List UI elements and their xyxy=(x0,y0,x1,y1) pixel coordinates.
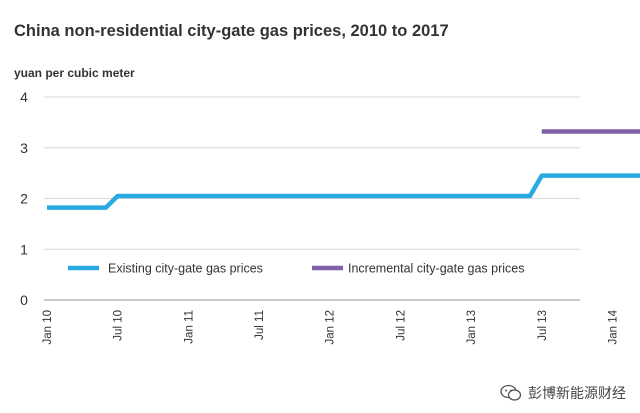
series-line-2 xyxy=(541,129,640,134)
series-line-1 xyxy=(47,173,640,210)
y-axis-label: yuan per cubic meter xyxy=(14,66,135,80)
x-tick-label: Jan 14 xyxy=(607,309,619,344)
chart-title: China non-residential city-gate gas pric… xyxy=(14,22,449,40)
x-tick-label: Jan 12 xyxy=(325,310,337,345)
y-tick-label: 3 xyxy=(20,140,28,156)
x-tick-label: Jan 10 xyxy=(42,310,54,345)
legend-label-2: Incremental city-gate gas prices xyxy=(348,262,524,276)
legend-label-1: Existing city-gate gas prices xyxy=(108,262,263,276)
x-tick-label: Jul 11 xyxy=(254,310,266,340)
y-tick-label: 1 xyxy=(20,241,28,257)
y-tick-label: 2 xyxy=(20,191,28,207)
wechat-icon xyxy=(500,384,522,402)
y-tick-label: 0 xyxy=(20,292,28,308)
y-tick-label: 4 xyxy=(20,89,28,105)
x-tick-label: Jul 13 xyxy=(537,310,549,341)
watermark: 彭博新能源财经 xyxy=(500,383,626,403)
x-tick-label: Jan 11 xyxy=(183,310,195,344)
watermark-text: 彭博新能源财经 xyxy=(528,385,626,401)
x-tick-label: Jan 13 xyxy=(466,310,478,345)
x-tick-label: Jul 10 xyxy=(113,310,125,341)
x-tick-label: Jul 12 xyxy=(395,310,407,341)
